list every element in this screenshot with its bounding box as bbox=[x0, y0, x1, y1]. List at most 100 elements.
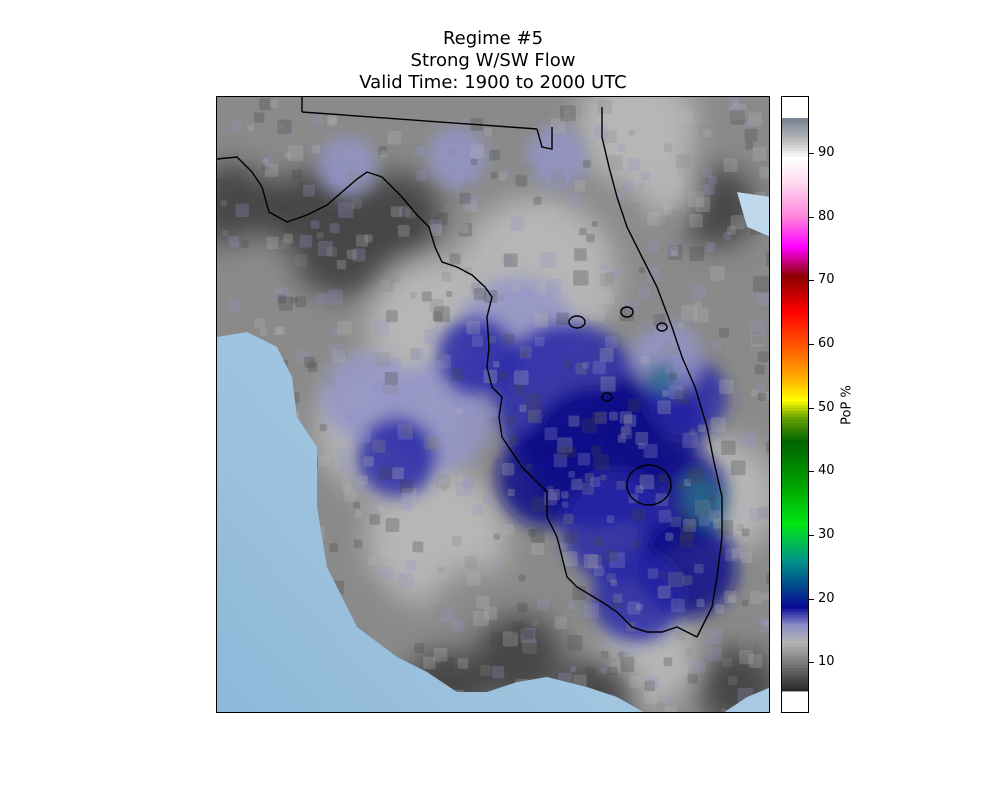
colorbar-band bbox=[782, 354, 808, 358]
grid-cell bbox=[741, 528, 750, 537]
grid-cell bbox=[610, 268, 621, 278]
colorbar-band bbox=[782, 295, 808, 299]
grid-cell bbox=[463, 194, 479, 210]
grid-cell bbox=[342, 482, 352, 492]
grid-cell bbox=[458, 223, 469, 234]
grid-cell bbox=[761, 391, 769, 400]
grid-cell bbox=[392, 467, 404, 480]
grid-cell bbox=[507, 488, 515, 497]
colorbar-band bbox=[782, 147, 808, 151]
colorbar-band bbox=[782, 469, 808, 473]
colorbar-band bbox=[782, 336, 808, 340]
colorbar-band bbox=[782, 596, 808, 600]
colorbar-band bbox=[782, 531, 808, 535]
grid-cell bbox=[220, 200, 228, 207]
grid-cell bbox=[591, 411, 603, 423]
grid-cell bbox=[751, 332, 764, 345]
colorbar-band bbox=[782, 324, 808, 329]
grid-cell bbox=[600, 650, 609, 659]
grid-cell bbox=[399, 206, 410, 217]
grid-cell bbox=[385, 310, 398, 323]
colorbar-band bbox=[782, 676, 808, 680]
grid-cell bbox=[572, 586, 587, 600]
grid-cell bbox=[741, 363, 754, 376]
colorbar-band bbox=[782, 546, 808, 550]
grid-cell bbox=[695, 197, 711, 212]
grid-cell bbox=[329, 168, 346, 184]
grid-cell bbox=[594, 536, 604, 547]
grid-cell bbox=[253, 112, 265, 123]
colorbar-band bbox=[782, 667, 808, 671]
grid-cell bbox=[698, 124, 713, 139]
grid-cell bbox=[621, 638, 628, 646]
grid-cell bbox=[728, 595, 736, 603]
grid-cell bbox=[530, 528, 545, 543]
grid-cell bbox=[628, 129, 635, 136]
grid-cell bbox=[466, 571, 481, 586]
grid-cell bbox=[517, 594, 528, 604]
grid-cell bbox=[259, 328, 268, 336]
grid-cell bbox=[730, 460, 746, 476]
grid-cell bbox=[508, 434, 518, 444]
colorbar-band bbox=[782, 510, 808, 515]
colorbar-tick-label: 70 bbox=[818, 272, 835, 288]
grid-cell bbox=[682, 575, 693, 586]
colorbar-band bbox=[782, 493, 808, 497]
grid-cell bbox=[472, 259, 488, 274]
grid-cell bbox=[353, 501, 361, 509]
grid-cell bbox=[313, 115, 324, 125]
grid-cell bbox=[564, 106, 579, 121]
colorbar-band bbox=[782, 522, 808, 527]
grid-cell bbox=[750, 591, 763, 604]
grid-cell bbox=[382, 378, 398, 394]
grid-cell bbox=[754, 152, 761, 159]
colorbar-band bbox=[782, 652, 808, 656]
colorbar-band bbox=[782, 156, 808, 160]
grid-cell bbox=[619, 411, 633, 424]
colorbar-band bbox=[782, 162, 808, 166]
grid-cell bbox=[498, 172, 507, 181]
grid-cell bbox=[627, 158, 641, 171]
colorbar-band bbox=[782, 298, 808, 302]
grid-cell bbox=[701, 263, 714, 277]
grid-cell bbox=[263, 156, 274, 167]
colorbar-band bbox=[782, 581, 808, 586]
grid-cell bbox=[664, 706, 677, 712]
colorbar-band bbox=[782, 230, 808, 234]
grid-cell bbox=[759, 166, 769, 179]
colorbar-band bbox=[782, 655, 808, 659]
grid-cell bbox=[666, 211, 682, 228]
grid-cell bbox=[619, 657, 635, 672]
grid-cell bbox=[388, 357, 401, 371]
colorbar-band bbox=[782, 637, 808, 642]
grid-cell bbox=[395, 324, 408, 336]
grid-cell bbox=[646, 267, 661, 282]
grid-cell bbox=[584, 472, 594, 483]
grid-cell bbox=[582, 361, 590, 369]
colorbar-band bbox=[782, 534, 808, 538]
colorbar-band bbox=[782, 345, 808, 349]
grid-cell bbox=[629, 675, 642, 688]
colorbar-tick-label: 10 bbox=[818, 654, 835, 670]
colorbar-band bbox=[782, 611, 808, 615]
colorbar-band bbox=[782, 366, 808, 370]
grid-cell bbox=[217, 178, 228, 189]
grid-cell bbox=[432, 311, 443, 322]
grid-cell bbox=[384, 371, 398, 385]
grid-cell bbox=[242, 257, 256, 271]
colorbar-tick-label: 50 bbox=[818, 399, 835, 415]
grid-cell bbox=[471, 281, 480, 290]
grid-cell bbox=[662, 390, 669, 398]
grid-cell bbox=[385, 518, 400, 532]
grid-cell bbox=[666, 244, 679, 257]
grid-cell bbox=[464, 199, 478, 213]
grid-cell bbox=[492, 361, 500, 368]
grid-cell bbox=[380, 150, 388, 158]
grid-cell bbox=[456, 407, 463, 414]
grid-cell bbox=[518, 574, 526, 582]
grid-cell bbox=[575, 363, 587, 375]
grid-cell bbox=[640, 171, 650, 180]
colorbar-band bbox=[782, 584, 808, 589]
colorbar-band bbox=[782, 129, 808, 134]
grid-cell bbox=[689, 428, 696, 435]
